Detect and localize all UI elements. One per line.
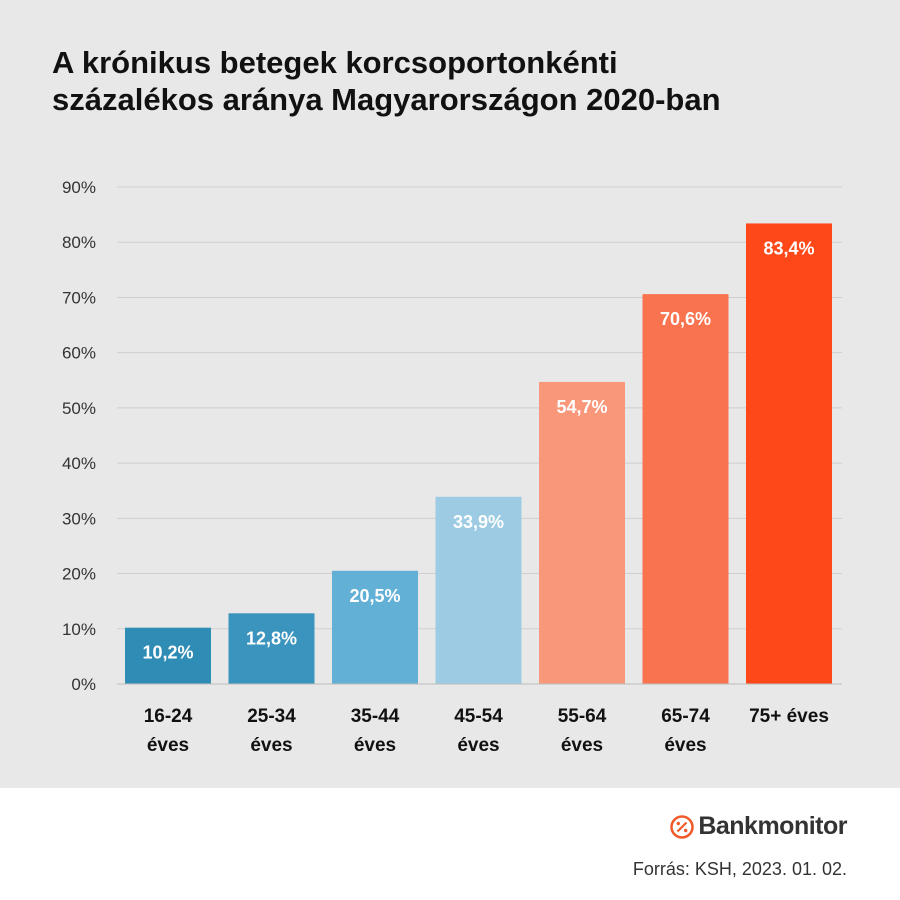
- y-tick-label: 20%: [62, 565, 96, 584]
- chart-title-line-2: százalékos aránya Magyarországon 2020-ba…: [52, 82, 721, 117]
- y-tick-label: 80%: [62, 233, 96, 252]
- x-tick-label: éves: [147, 735, 189, 756]
- footer: Bankmonitor Forrás: KSH, 2023. 01. 02.: [0, 788, 900, 900]
- x-tick-label: 25-34: [247, 706, 296, 727]
- bar: [642, 294, 729, 684]
- y-tick-label: 70%: [62, 288, 96, 307]
- bar-value-label: 10,2%: [142, 643, 193, 663]
- x-tick-label: 16-24: [144, 706, 193, 727]
- bar: [539, 381, 625, 684]
- bar-value-label: 83,4%: [763, 238, 814, 258]
- bar-value-label: 12,8%: [246, 628, 297, 648]
- x-tick-label: 45-54: [454, 706, 503, 727]
- x-tick-label: 55-64: [558, 706, 607, 727]
- x-tick-label: éves: [664, 735, 706, 756]
- x-tick-label: éves: [457, 735, 499, 756]
- chart-panel: A krónikus betegek korcsoportonkénti szá…: [0, 0, 900, 788]
- source-label: Forrás:: [632, 859, 690, 879]
- y-tick-label: 50%: [62, 399, 96, 418]
- y-tick-label: 30%: [62, 509, 96, 528]
- chart-title-line-1: A krónikus betegek korcsoportonkénti: [52, 45, 618, 80]
- bar-value-label: 70,6%: [660, 309, 711, 329]
- x-tick-label: 75+ éves: [749, 706, 829, 727]
- y-tick-label: 10%: [62, 620, 96, 639]
- y-tick-label: 90%: [62, 178, 96, 197]
- bar: [125, 627, 211, 684]
- bar: [746, 223, 832, 685]
- source-text: KSH, 2023. 01. 02.: [694, 859, 847, 879]
- bar-value-label: 54,7%: [556, 397, 607, 417]
- bar-value-label: 20,5%: [349, 586, 400, 606]
- brand-name: Bankmonitor: [698, 812, 847, 840]
- x-tick-label: éves: [354, 735, 396, 756]
- source-note: Forrás: KSH, 2023. 01. 02.: [628, 859, 847, 880]
- x-tick-label: 35-44: [351, 706, 400, 727]
- y-tick-label: 60%: [62, 344, 96, 363]
- y-tick-label: 40%: [62, 454, 96, 473]
- chart-title: A krónikus betegek korcsoportonkénti szá…: [52, 44, 852, 118]
- x-tick-label: éves: [250, 735, 292, 756]
- x-tick-label: éves: [561, 735, 603, 756]
- bar-value-label: 33,9%: [453, 512, 504, 532]
- bar: [332, 570, 418, 684]
- bar: [228, 613, 315, 684]
- percent-logo-icon: [670, 814, 695, 839]
- y-tick-label: 0%: [71, 675, 96, 694]
- bar: [435, 496, 522, 684]
- bar-chart: 0% 10% 20% 30% 40% 50% 60% 70% 80% 90% 10,2% 16-24 é…: [62, 178, 842, 756]
- brand-logo[interactable]: Bankmonitor: [670, 812, 847, 841]
- x-tick-label: 65-74: [661, 706, 710, 727]
